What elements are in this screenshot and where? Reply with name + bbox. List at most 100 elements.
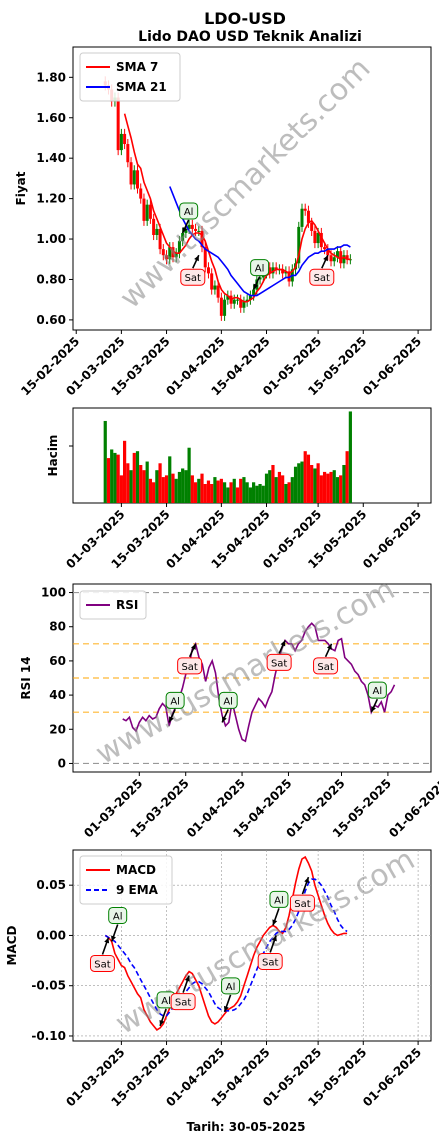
volume-bar bbox=[316, 463, 320, 503]
volume-bar bbox=[129, 470, 133, 503]
volume-bar bbox=[113, 452, 117, 503]
candle-body bbox=[184, 228, 188, 233]
candle-body bbox=[194, 228, 198, 231]
buy-signal-badge bbox=[221, 977, 241, 995]
signal-label: Sat bbox=[294, 899, 310, 910]
signal-arrowhead bbox=[272, 919, 278, 926]
signal-label: Sat bbox=[262, 957, 278, 968]
y-tick-label: 1.40 bbox=[36, 151, 66, 165]
x-tick-label: 01-06-2025 bbox=[360, 507, 424, 571]
candle-body bbox=[223, 299, 227, 316]
signal-label: Sat bbox=[271, 658, 287, 669]
volume-bar bbox=[332, 470, 336, 503]
candle-body bbox=[332, 257, 336, 262]
legend-label: SMA 21 bbox=[116, 80, 167, 94]
volume-bar bbox=[319, 475, 323, 503]
volume-bar bbox=[142, 470, 146, 503]
volume-bar bbox=[123, 440, 127, 503]
x-tick-label: 01-06-2025 bbox=[360, 334, 424, 398]
legend-box bbox=[79, 855, 173, 905]
volume-bar bbox=[268, 470, 272, 503]
y-tick-label: 0.05 bbox=[36, 878, 66, 892]
candle-body bbox=[158, 228, 162, 250]
signal-label: Al bbox=[226, 982, 236, 993]
rsi-line bbox=[122, 622, 396, 743]
volume-bar bbox=[255, 485, 259, 503]
signal-arrowhead bbox=[323, 255, 328, 262]
signal-label: Al bbox=[223, 696, 233, 707]
signal-label: Al bbox=[274, 895, 284, 906]
signal-arrowhead bbox=[184, 975, 190, 982]
legend-label: MACD bbox=[116, 863, 156, 877]
volume-bar bbox=[281, 475, 285, 503]
candle-body bbox=[165, 255, 169, 260]
volume-bar bbox=[177, 471, 182, 503]
candle-body bbox=[319, 232, 323, 248]
candle-body bbox=[252, 289, 256, 296]
sell-signal-badge bbox=[177, 657, 203, 675]
candle-body bbox=[210, 273, 214, 290]
candle-body bbox=[281, 269, 285, 274]
candle-body bbox=[242, 301, 246, 308]
y-axis-label: RSI 14 bbox=[19, 656, 33, 699]
candle-body bbox=[245, 299, 249, 302]
signal-arrowhead bbox=[222, 716, 227, 723]
volume-bar bbox=[277, 471, 282, 503]
candle-body bbox=[168, 247, 172, 260]
x-tick-label: 01-06-2025 bbox=[360, 1045, 424, 1109]
buy-signal-badge bbox=[165, 691, 185, 709]
volume-bar bbox=[252, 482, 256, 503]
volume-bar bbox=[287, 482, 291, 503]
signal-arrowhead bbox=[253, 283, 259, 290]
volume-bar bbox=[206, 480, 211, 503]
signal-arrowhead bbox=[271, 935, 277, 942]
signal-label: Al bbox=[161, 996, 171, 1007]
volume-bar bbox=[264, 473, 269, 503]
y-tick-label: 0.00 bbox=[36, 928, 66, 942]
volume-bar bbox=[203, 484, 207, 503]
volume-bar bbox=[174, 478, 178, 503]
candle-body bbox=[345, 255, 349, 260]
volume-bar bbox=[242, 477, 246, 503]
volume-bar bbox=[158, 463, 162, 503]
volume-bar bbox=[235, 487, 240, 503]
candle-body bbox=[119, 133, 123, 151]
volume-bar bbox=[181, 468, 185, 503]
volume-bar bbox=[145, 461, 149, 503]
sell-signal-badge bbox=[309, 268, 335, 286]
volume-bar bbox=[261, 485, 265, 503]
candle-body bbox=[323, 247, 327, 250]
volume-bar bbox=[155, 470, 159, 503]
candle-body bbox=[213, 285, 217, 290]
volume-bar bbox=[339, 475, 343, 503]
volume-bar bbox=[310, 465, 314, 503]
plot-frame bbox=[72, 849, 432, 1042]
candle-body bbox=[239, 299, 243, 308]
sma7-line bbox=[123, 113, 351, 303]
candle-body bbox=[271, 267, 275, 274]
signal-label: Sat bbox=[181, 662, 197, 673]
candle-body bbox=[287, 271, 291, 282]
candle-body bbox=[155, 228, 159, 235]
signal-arrowhead bbox=[223, 1005, 229, 1012]
volume-panel: 01-03-202515-03-202501-04-202515-04-2025… bbox=[46, 407, 432, 571]
sell-signal-badge bbox=[289, 894, 315, 912]
candle-body bbox=[316, 232, 320, 244]
y-tick-label: -0.10 bbox=[31, 1029, 66, 1043]
candle-body bbox=[161, 249, 165, 256]
volume-bar bbox=[290, 477, 294, 503]
volume-bar bbox=[232, 478, 236, 503]
rsi-panel: 02040608010001-03-202515-03-202501-04-20… bbox=[19, 572, 439, 841]
y-tick-label: 100 bbox=[41, 586, 66, 600]
candle-body bbox=[235, 299, 239, 301]
volume-bar bbox=[119, 475, 123, 503]
volume-bar bbox=[219, 478, 223, 503]
candle-body bbox=[274, 267, 278, 270]
signal-arrowhead bbox=[159, 1019, 165, 1026]
volume-bar bbox=[216, 480, 220, 503]
y-tick-label: 1.20 bbox=[36, 192, 66, 206]
signal-arrowhead bbox=[191, 643, 196, 650]
y-tick-label: 20 bbox=[49, 722, 66, 736]
signal-label: Sat bbox=[175, 998, 191, 1009]
legend-box bbox=[79, 52, 181, 102]
